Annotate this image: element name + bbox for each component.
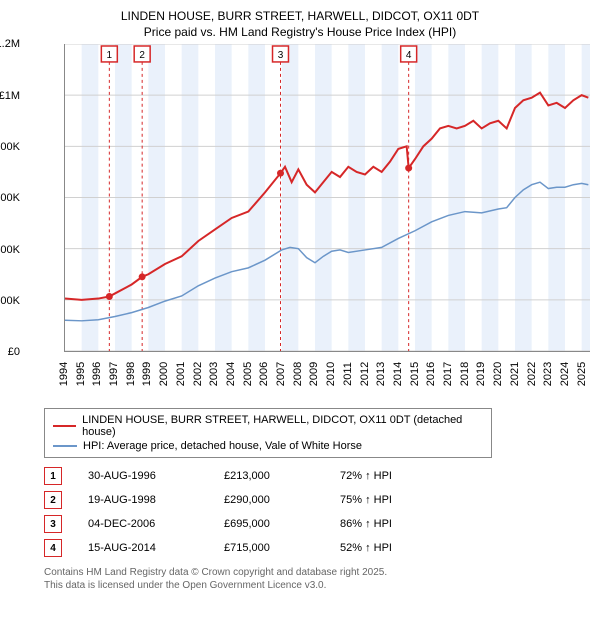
svg-text:2: 2 — [139, 50, 145, 61]
sale-marker: 4 — [44, 539, 62, 557]
xtick-label: 2003 — [208, 362, 220, 386]
legend-item: HPI: Average price, detached house, Vale… — [53, 439, 483, 453]
sale-price: £715,000 — [224, 542, 314, 554]
xtick-label: 2010 — [325, 362, 337, 386]
attribution-footer: Contains HM Land Registry data © Crown c… — [44, 566, 590, 592]
xtick-label: 2014 — [392, 362, 404, 386]
sale-pct: 75% ↑ HPI — [340, 494, 392, 506]
plot-region: 1 2 3 4 — [64, 44, 590, 352]
sale-marker: 3 — [44, 515, 62, 533]
sale-marker: 2 — [44, 491, 62, 509]
xtick-label: 2018 — [459, 362, 471, 386]
xtick-label: 2021 — [509, 362, 521, 386]
xtick-label: 2009 — [308, 362, 320, 386]
sale-row: 2 19-AUG-1998 £290,000 75% ↑ HPI — [44, 488, 590, 512]
xtick-label: 2005 — [242, 362, 254, 386]
xtick-label: 2022 — [526, 362, 538, 386]
sale-date: 30-AUG-1996 — [88, 470, 198, 482]
ytick-label: £1M — [0, 90, 24, 102]
title-line1: LINDEN HOUSE, BURR STREET, HARWELL, DIDC… — [10, 8, 590, 24]
sale-pct: 52% ↑ HPI — [340, 542, 392, 554]
svg-text:4: 4 — [406, 50, 412, 61]
sale-price: £695,000 — [224, 518, 314, 530]
y-axis-labels: £0£200K£400K£600K£800K£1M£1.2M — [24, 44, 64, 374]
xtick-label: 2011 — [342, 363, 354, 387]
xtick-label: 1998 — [125, 362, 137, 386]
ytick-label: £800K — [0, 141, 24, 153]
legend-swatch — [53, 425, 76, 427]
sales-table: 1 30-AUG-1996 £213,000 72% ↑ HPI 2 19-AUG-199… — [44, 464, 590, 560]
chart-title: LINDEN HOUSE, BURR STREET, HARWELL, DIDC… — [10, 8, 590, 40]
xtick-label: 2004 — [225, 362, 237, 386]
xtick-label: 2012 — [359, 362, 371, 386]
sale-row: 4 15-AUG-2014 £715,000 52% ↑ HPI — [44, 536, 590, 560]
sale-marker: 1 — [44, 467, 62, 485]
xtick-label: 2013 — [375, 362, 387, 386]
xtick-label: 2016 — [425, 362, 437, 386]
xtick-label: 1996 — [91, 362, 103, 386]
price-chart: £0£200K£400K£600K£800K£1M£1.2M 1234 1994… — [30, 44, 590, 374]
xtick-label: 2019 — [475, 362, 487, 386]
xtick-label: 2017 — [442, 362, 454, 386]
xtick-label: 2006 — [258, 362, 270, 386]
sale-price: £213,000 — [224, 470, 314, 482]
title-line2: Price paid vs. HM Land Registry's House … — [10, 24, 590, 40]
ytick-label: £200K — [0, 295, 24, 307]
ytick-label: £1.2M — [0, 38, 24, 50]
sale-date: 19-AUG-1998 — [88, 494, 198, 506]
sale-pct: 72% ↑ HPI — [340, 470, 392, 482]
xtick-label: 2001 — [175, 362, 187, 386]
xtick-label: 1995 — [75, 362, 87, 386]
sale-date: 15-AUG-2014 — [88, 542, 198, 554]
xtick-label: 1999 — [141, 362, 153, 386]
xtick-label: 1997 — [108, 362, 120, 386]
xtick-label: 2020 — [492, 362, 504, 386]
x-axis-labels: 1994199519961997199819992000200120022003… — [64, 354, 590, 384]
sale-date: 04-DEC-2006 — [88, 518, 198, 530]
legend-label: HPI: Average price, detached house, Vale… — [83, 440, 362, 452]
ytick-label: £400K — [0, 244, 24, 256]
footer-line2: This data is licensed under the Open Gov… — [44, 579, 590, 592]
svg-text:1: 1 — [107, 50, 113, 61]
sale-row: 3 04-DEC-2006 £695,000 86% ↑ HPI — [44, 512, 590, 536]
xtick-label: 1994 — [58, 362, 70, 386]
xtick-label: 2000 — [158, 362, 170, 386]
ytick-label: £600K — [0, 192, 24, 204]
footer-line1: Contains HM Land Registry data © Crown c… — [44, 566, 590, 579]
sale-price: £290,000 — [224, 494, 314, 506]
xtick-label: 2024 — [559, 362, 571, 386]
legend-swatch — [53, 445, 77, 447]
svg-text:3: 3 — [278, 50, 284, 61]
xtick-label: 2023 — [542, 362, 554, 386]
xtick-label: 2002 — [192, 362, 204, 386]
sale-row: 1 30-AUG-1996 £213,000 72% ↑ HPI — [44, 464, 590, 488]
xtick-label: 2007 — [275, 362, 287, 386]
xtick-label: 2008 — [292, 362, 304, 386]
ytick-label: £0 — [8, 346, 24, 358]
legend-label: LINDEN HOUSE, BURR STREET, HARWELL, DIDC… — [82, 414, 483, 438]
legend-item: LINDEN HOUSE, BURR STREET, HARWELL, DIDC… — [53, 413, 483, 439]
legend: LINDEN HOUSE, BURR STREET, HARWELL, DIDC… — [44, 408, 492, 458]
sale-pct: 86% ↑ HPI — [340, 518, 392, 530]
xtick-label: 2025 — [576, 362, 588, 386]
xtick-label: 2015 — [409, 362, 421, 386]
